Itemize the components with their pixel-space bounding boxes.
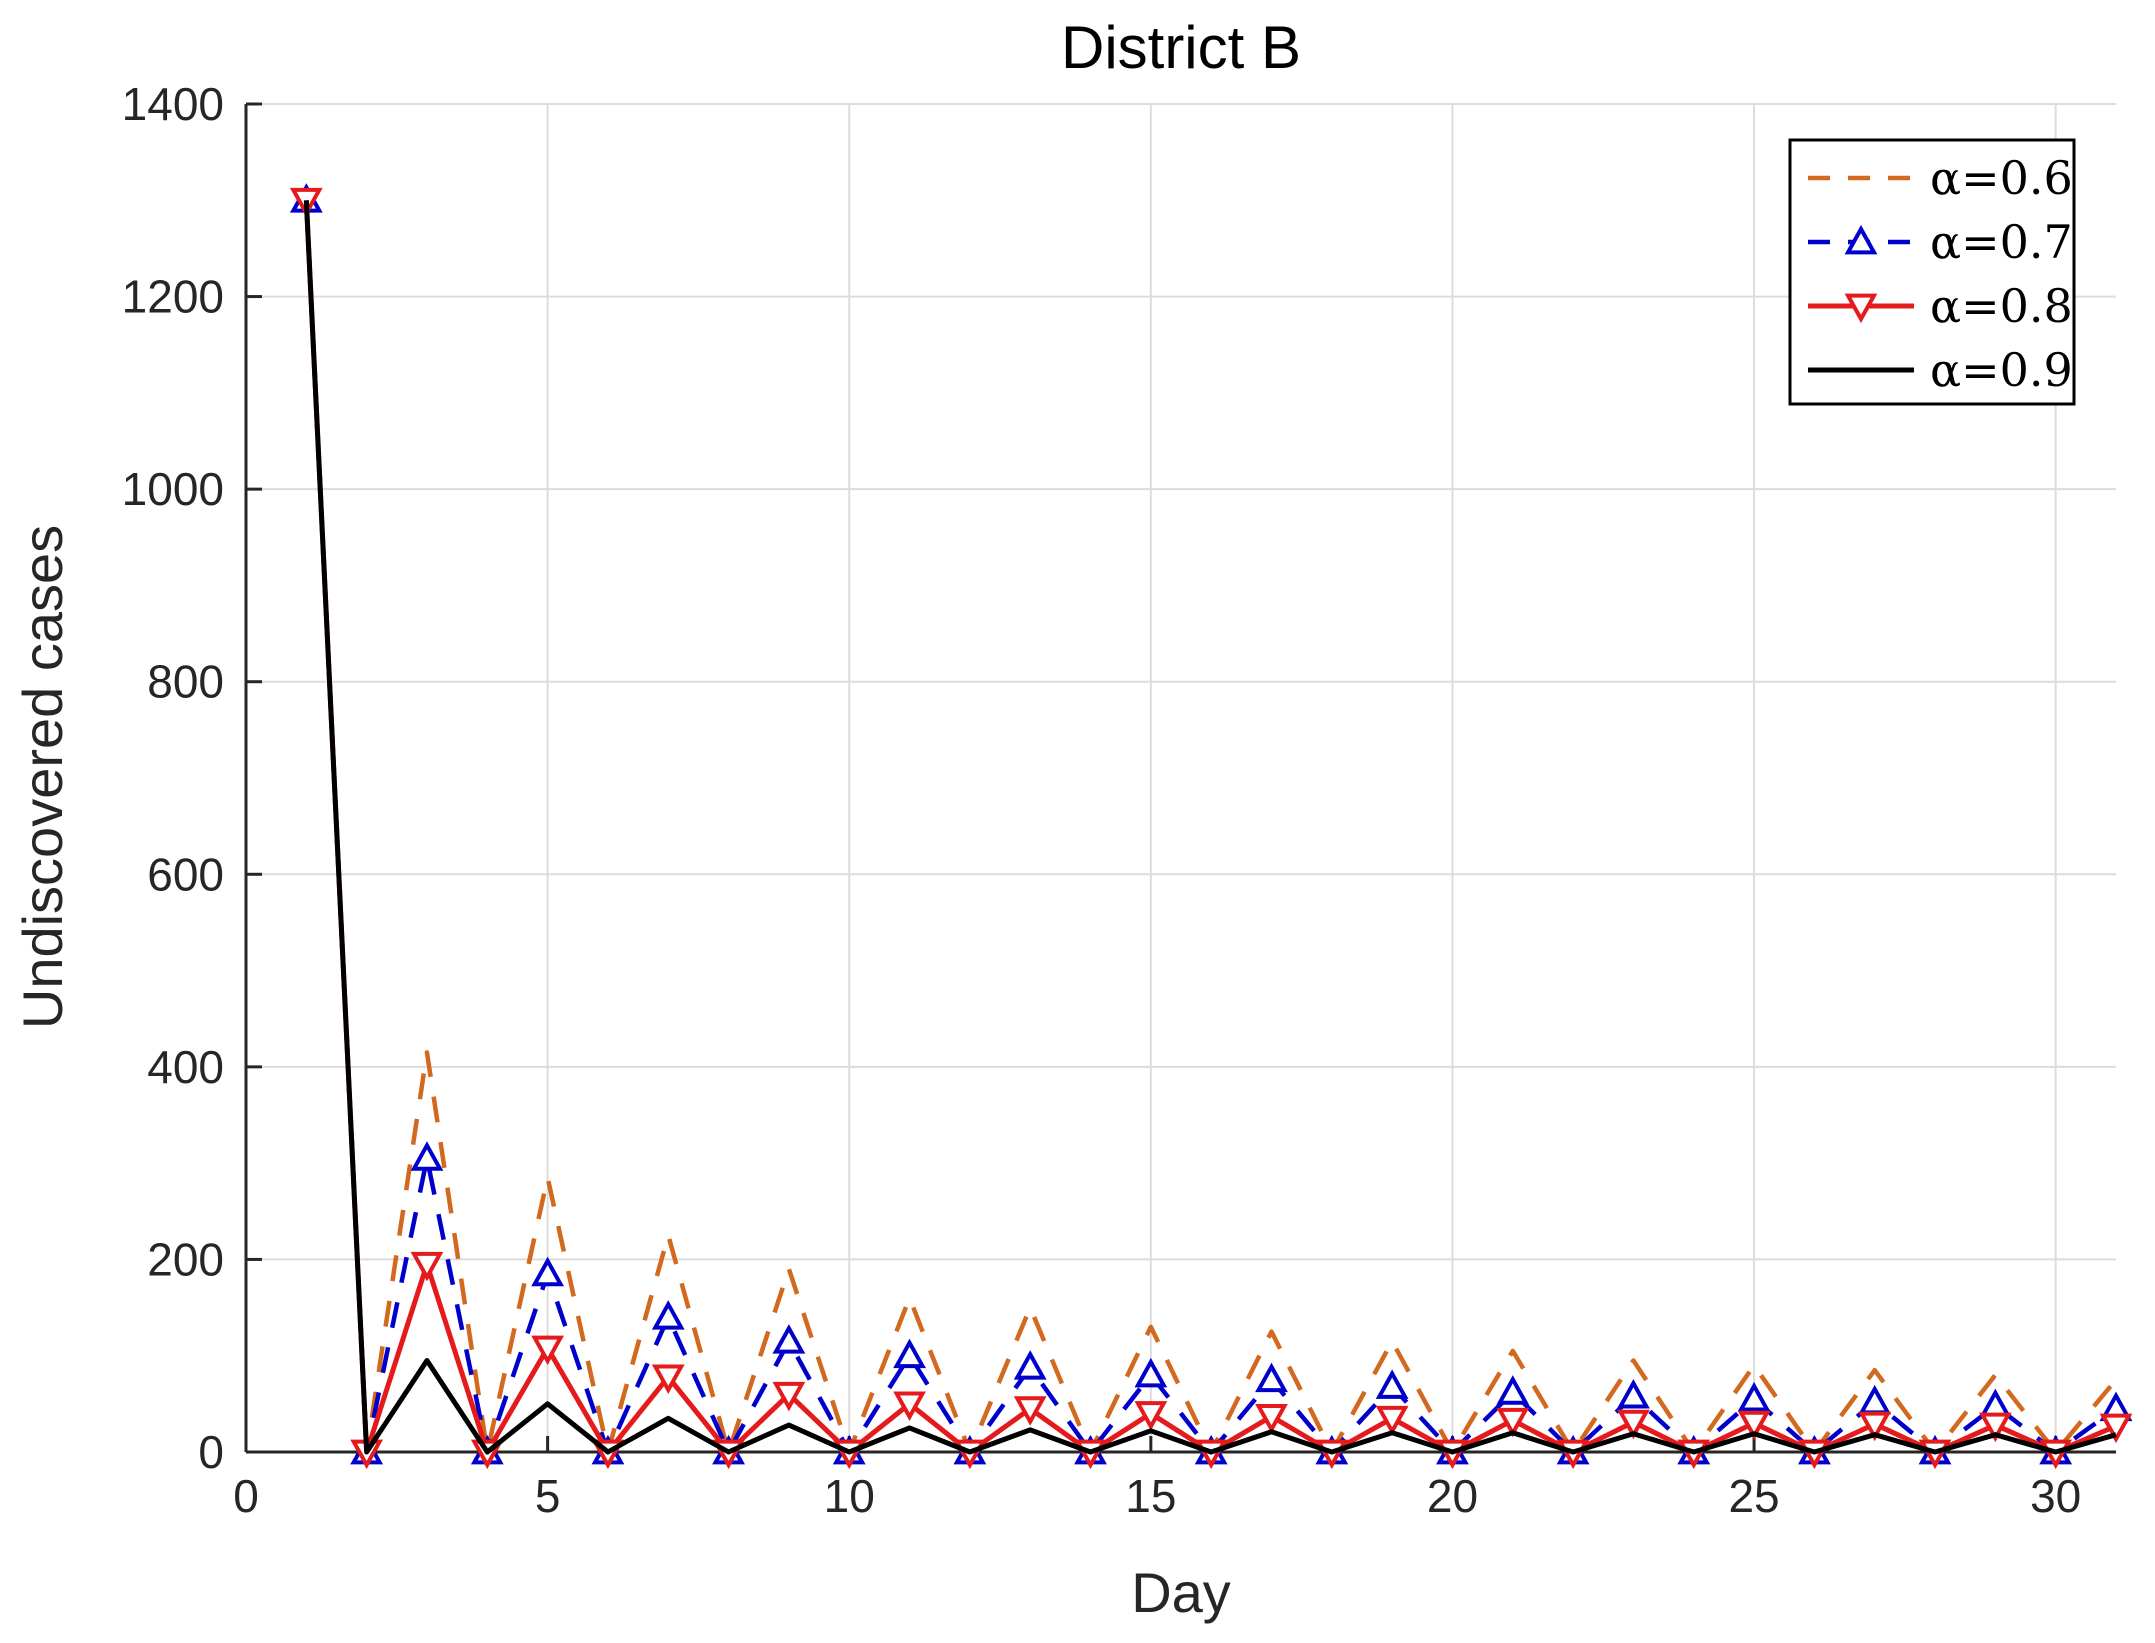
data-point xyxy=(2099,1413,2133,1444)
data-point xyxy=(1617,1409,1650,1440)
data-point xyxy=(410,1141,444,1171)
data-point xyxy=(651,1364,685,1395)
data-point xyxy=(893,1338,926,1369)
y-axis-title: Undiscovered cases xyxy=(11,525,74,1029)
x-tick-label: 5 xyxy=(535,1470,561,1522)
data-point xyxy=(1134,1401,1168,1431)
data-point xyxy=(1978,1412,2012,1443)
x-tick-label: 25 xyxy=(1728,1470,1779,1522)
legend-label: α=0.6 xyxy=(1930,151,2073,205)
data-point xyxy=(1496,1407,1530,1438)
data-point xyxy=(1255,1362,1288,1393)
y-tick-label: 1200 xyxy=(122,271,224,323)
y-tick-label: 800 xyxy=(147,656,224,708)
data-point xyxy=(1013,1396,1047,1426)
legend-label: α=0.7 xyxy=(1930,215,2073,269)
data-point xyxy=(1375,1405,1409,1436)
data-point xyxy=(531,1256,565,1287)
x-tick-label: 30 xyxy=(2030,1470,2081,1522)
data-point xyxy=(1617,1379,1650,1409)
data-point xyxy=(1844,224,1878,255)
y-tick-label: 1400 xyxy=(122,78,224,130)
data-point xyxy=(531,1335,565,1366)
data-point xyxy=(410,1251,444,1282)
data-point xyxy=(772,1381,806,1412)
legend-box xyxy=(1788,138,2076,406)
data-point xyxy=(772,1324,806,1354)
y-tick-label: 600 xyxy=(147,848,224,900)
data-point xyxy=(651,1300,685,1330)
series-group xyxy=(289,183,2133,1470)
x-tick-label: 20 xyxy=(1427,1470,1478,1522)
x-tick-label: 10 xyxy=(824,1470,875,1522)
data-point xyxy=(1134,1357,1168,1388)
series-line xyxy=(303,200,2117,1455)
tick-labels: 0 5 10 15 20 25 30 0 200 400 600 800 1000 1200 1400 xyxy=(122,78,2082,1522)
y-tick-label: 0 xyxy=(198,1426,224,1478)
y-tick-label: 200 xyxy=(147,1233,224,1285)
data-point xyxy=(1844,293,1878,324)
grid xyxy=(246,103,2116,1452)
x-axis-title: Day xyxy=(1131,1561,1231,1624)
data-point xyxy=(1737,1381,1771,1412)
y-tick-label: 400 xyxy=(147,1041,224,1093)
legend-label: α=0.9 xyxy=(1930,343,2073,397)
data-point xyxy=(1496,1375,1530,1405)
data-point xyxy=(1858,1411,1892,1442)
data-point xyxy=(1737,1410,1771,1441)
legend-label: α=0.8 xyxy=(1930,279,2073,333)
data-point xyxy=(1013,1350,1047,1380)
y-tick-label: 1000 xyxy=(122,463,224,515)
data-point xyxy=(893,1391,926,1421)
data-point xyxy=(1375,1369,1409,1399)
legend: α=0.6 α=0.7 α=0.8 α=0.9 xyxy=(1788,138,2076,406)
x-tick-label: 15 xyxy=(1125,1470,1176,1522)
chart-title: District B xyxy=(1061,14,1301,81)
data-point xyxy=(1255,1403,1288,1434)
series-4 xyxy=(303,200,2117,1455)
x-tick-label: 0 xyxy=(233,1470,259,1522)
